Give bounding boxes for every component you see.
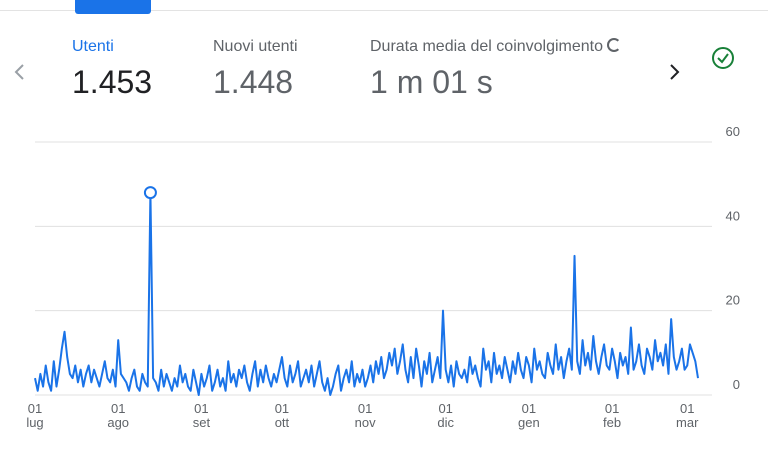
metric-value: 1 m 01 s bbox=[370, 64, 493, 100]
metric-value: 1.448 bbox=[213, 64, 294, 100]
status-check bbox=[712, 47, 734, 69]
metric-tab[interactable]: Nuovi utenti 1.448 bbox=[213, 38, 298, 101]
metric-tab[interactable]: Durata media del coinvolgimento 1 m 01 s bbox=[370, 38, 650, 101]
x-tick-label: 01 lug bbox=[26, 401, 44, 430]
metric-label: Durata media del coinvolgimento bbox=[370, 38, 650, 56]
prev-arrow[interactable] bbox=[12, 62, 28, 82]
x-tick-label: 01 mar bbox=[676, 401, 699, 430]
metric-value: 1.453 bbox=[72, 64, 153, 100]
x-tick-label: 01 set bbox=[192, 401, 211, 430]
metric-label: Utenti bbox=[72, 38, 114, 55]
x-tick-label: 01 gen bbox=[518, 401, 540, 430]
metric-label-text: Durata media del coinvolgimento bbox=[370, 38, 604, 55]
x-tick-label: 01 ott bbox=[274, 401, 290, 430]
x-tick-label: 01 ago bbox=[107, 401, 130, 430]
card-border bbox=[0, 10, 768, 11]
data-line bbox=[34, 191, 699, 396]
y-tick-label: 20 bbox=[726, 293, 740, 308]
x-tick-label: 01 dic bbox=[437, 401, 454, 430]
y-tick-label: 60 bbox=[726, 124, 740, 139]
highlight-point bbox=[143, 186, 157, 200]
x-tick-label: 01 feb bbox=[603, 401, 622, 430]
metric-label: Nuovi utenti bbox=[213, 38, 298, 55]
x-tick-label: 01 nov bbox=[354, 401, 376, 430]
next-arrow[interactable] bbox=[666, 62, 682, 82]
info-icon bbox=[607, 38, 622, 52]
metric-tab[interactable]: Utenti 1.453 bbox=[72, 38, 152, 101]
y-tick-label: 0 bbox=[733, 377, 740, 392]
y-tick-label: 40 bbox=[726, 208, 740, 223]
selected-tab-indicator bbox=[75, 0, 151, 14]
